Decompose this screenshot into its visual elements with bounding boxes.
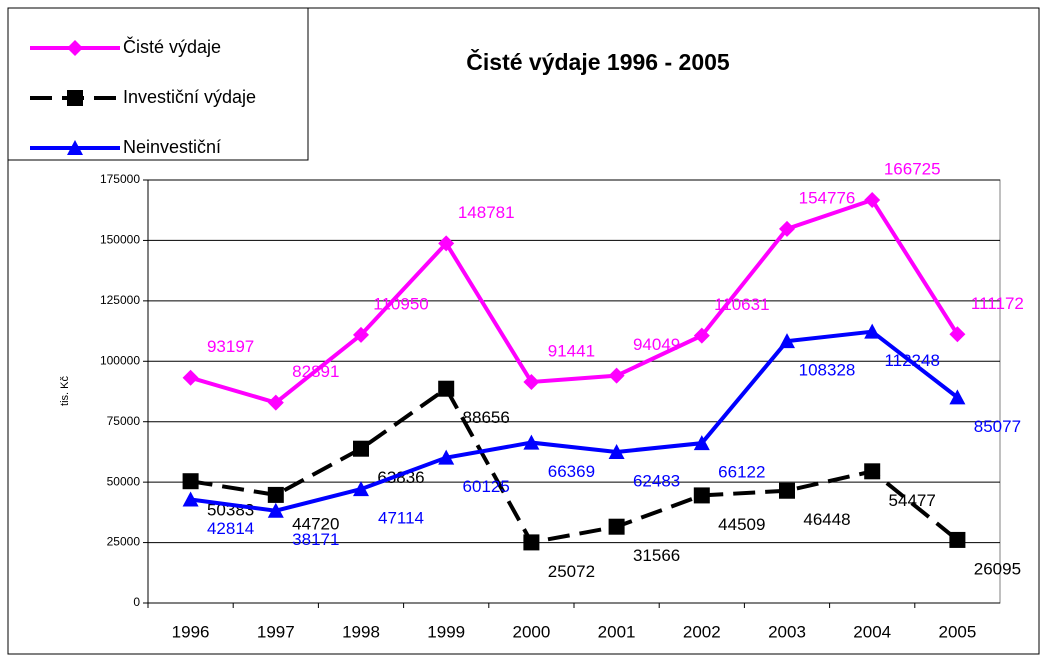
data-label: 66369 <box>548 462 595 481</box>
data-label: 54477 <box>889 491 936 510</box>
legend-label: Neinvestiční <box>123 137 221 157</box>
y-tick-label: 125000 <box>100 293 140 307</box>
series-line <box>190 329 959 513</box>
marker <box>438 449 455 465</box>
marker <box>267 394 284 411</box>
y-tick-label: 50000 <box>107 474 141 488</box>
marker <box>864 323 881 339</box>
marker <box>267 486 284 503</box>
x-tick-label: 2001 <box>598 622 636 641</box>
y-tick-label: 175000 <box>100 172 140 186</box>
legend-label: Čisté výdaje <box>123 36 221 57</box>
marker <box>949 531 966 548</box>
data-label: 110631 <box>714 295 769 314</box>
y-tick-label: 150000 <box>100 233 140 247</box>
data-label: 44509 <box>718 515 765 534</box>
marker <box>864 192 881 209</box>
marker <box>608 443 625 459</box>
marker <box>949 326 966 343</box>
data-label: 111172 <box>971 294 1024 313</box>
y-tick-label: 0 <box>133 595 140 609</box>
data-label: 47114 <box>378 509 424 528</box>
data-label: 31566 <box>633 546 680 565</box>
marker <box>267 502 284 518</box>
data-label: 44720 <box>292 514 339 533</box>
legend-label: Investiční výdaje <box>123 87 256 107</box>
x-tick-label: 2000 <box>512 622 550 641</box>
data-label: 82891 <box>292 362 339 381</box>
legend-box <box>7 7 309 161</box>
series-line <box>190 385 959 545</box>
data-label: 63836 <box>377 468 424 487</box>
marker <box>779 333 795 349</box>
marker <box>523 534 540 551</box>
marker <box>438 235 455 252</box>
marker <box>523 434 540 450</box>
data-label: 38171 <box>292 530 339 549</box>
marker <box>523 373 540 390</box>
marker <box>353 440 369 457</box>
marker <box>779 220 795 237</box>
data-label: 85077 <box>974 417 1021 436</box>
marker <box>949 389 966 405</box>
marker <box>693 435 710 451</box>
y-tick-label: 25000 <box>107 535 141 549</box>
marker <box>67 140 83 155</box>
marker <box>182 369 199 386</box>
marker <box>353 326 369 343</box>
data-label: 88656 <box>463 408 510 427</box>
legend: Čisté výdaje Investiční výdaje Neinvestičn… <box>7 7 309 161</box>
chart-title: Čisté výdaje 1996 - 2005 <box>466 48 730 75</box>
marker <box>182 491 199 507</box>
x-tick-label: 1999 <box>427 622 465 641</box>
plot-area <box>147 179 1001 604</box>
marker <box>608 367 625 384</box>
marker <box>438 380 455 397</box>
marker <box>67 90 83 106</box>
x-tick-label: 2003 <box>768 622 806 641</box>
marker <box>67 40 83 56</box>
data-label: 108328 <box>799 361 856 380</box>
data-label: 154776 <box>799 188 856 207</box>
data-label: 166725 <box>884 159 941 178</box>
marker <box>608 518 625 535</box>
data-label: 26095 <box>974 559 1021 578</box>
data-label: 66122 <box>718 463 765 482</box>
data-label: 46448 <box>803 510 850 529</box>
data-label: 112248 <box>884 351 939 370</box>
data-label: 94049 <box>633 335 680 354</box>
marker <box>693 327 710 344</box>
x-tick-label: 2005 <box>938 622 976 641</box>
x-tick-label: 1998 <box>342 622 380 641</box>
data-label: 148781 <box>458 203 515 222</box>
data-label: 25072 <box>548 562 595 581</box>
marker <box>182 473 199 490</box>
x-tick-label: 2004 <box>853 622 891 641</box>
series-line <box>190 197 960 405</box>
data-label: 62483 <box>633 471 680 490</box>
marker <box>779 482 795 499</box>
x-tick-label: 1996 <box>172 622 210 641</box>
y-axis-title: tis. Kč <box>59 376 71 406</box>
data-label: 60125 <box>463 477 510 496</box>
data-label: 110950 <box>373 294 428 313</box>
y-tick-label: 75000 <box>107 414 141 428</box>
y-tick-label: 100000 <box>100 353 140 367</box>
marker <box>864 463 881 480</box>
x-tick-label: 1997 <box>257 622 295 641</box>
data-label: 42814 <box>207 519 254 538</box>
data-label: 91441 <box>548 341 595 360</box>
data-label: 93197 <box>207 337 254 356</box>
marker <box>353 481 369 497</box>
x-tick-label: 2002 <box>683 622 721 641</box>
marker <box>693 487 710 504</box>
